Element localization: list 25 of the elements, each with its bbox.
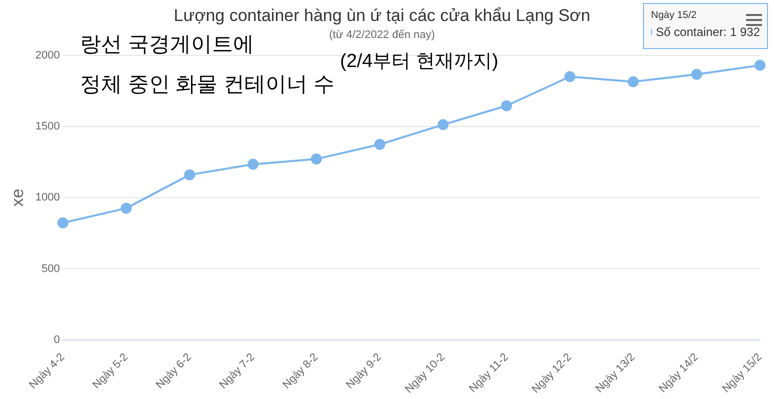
point bbox=[564, 71, 576, 82]
y-tick-label: 1000 bbox=[35, 192, 60, 204]
y-tick-label: 0 bbox=[54, 334, 60, 346]
point bbox=[374, 138, 386, 150]
point bbox=[184, 169, 196, 180]
y-tick-label: 500 bbox=[42, 262, 60, 275]
point bbox=[120, 202, 132, 214]
annotation: 정체 중인 화물 컨테이너 수 bbox=[80, 72, 334, 96]
point bbox=[501, 100, 512, 112]
point bbox=[247, 158, 258, 170]
point bbox=[628, 76, 639, 88]
annotation: (2/4부터 현재까지) bbox=[340, 51, 498, 72]
y-axis-title: xe bbox=[8, 188, 27, 207]
point bbox=[438, 119, 449, 130]
chart-subtitle: (từ 4/2/2022 đến nay) bbox=[329, 29, 435, 42]
text: Ngày 15/2 bbox=[651, 10, 697, 21]
text: Số container: 1 932 bbox=[656, 25, 760, 39]
y-tick-label: 1500 bbox=[35, 120, 60, 133]
point bbox=[57, 217, 68, 228]
annotation: 랑선 국경게이트에 bbox=[80, 32, 254, 56]
y-tick-label: 2000 bbox=[35, 50, 60, 62]
point bbox=[310, 154, 322, 165]
point bbox=[691, 68, 702, 80]
point bbox=[754, 60, 766, 71]
chart-title: Lượng container hàng ùn ứ tại các cửa khẩu Lạng Sơn bbox=[174, 6, 590, 25]
